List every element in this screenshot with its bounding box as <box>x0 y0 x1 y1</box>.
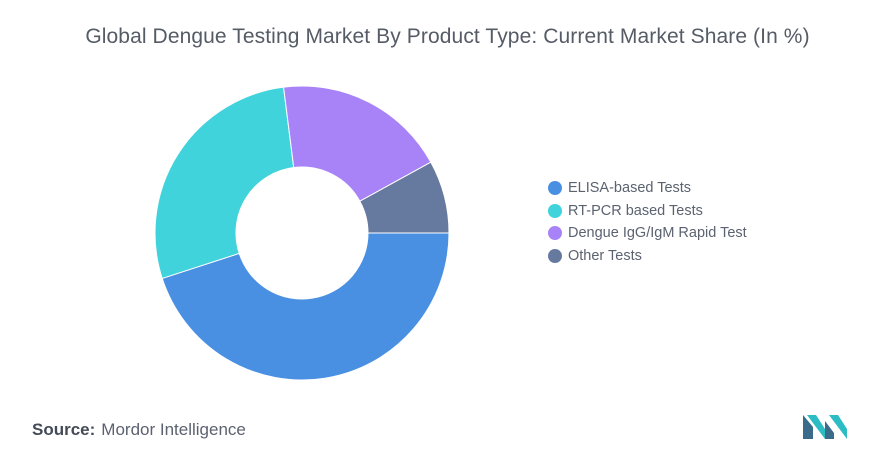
legend-swatch <box>548 203 562 218</box>
slice-rt-pcr-based-tests <box>154 86 295 280</box>
legend-swatch <box>548 248 562 263</box>
legend-item: RT-PCR based Tests <box>548 200 747 223</box>
legend-label: Other Tests <box>568 247 642 264</box>
source-note: Source: Mordor Intelligence <box>32 420 246 440</box>
source-label: Source: <box>32 420 96 439</box>
legend-label: ELISA-based Tests <box>568 180 692 197</box>
legend-item: ELISA-based Tests <box>548 177 747 200</box>
legend-label: RT-PCR based Tests <box>568 202 703 219</box>
slice-other-tests <box>359 161 450 234</box>
legend-swatch <box>548 181 562 196</box>
legend-label: Dengue IgG/IgM Rapid Test <box>568 225 747 242</box>
mordor-intelligence-logo-icon <box>803 415 847 439</box>
chart-title: Global Dengue Testing Market By Product … <box>85 25 810 48</box>
legend-swatch <box>548 226 562 241</box>
slice-elisa-based-tests <box>161 232 450 381</box>
source-value: Mordor Intelligence <box>101 420 246 439</box>
legend-item: Dengue IgG/IgM Rapid Test <box>548 222 747 245</box>
chart-legend: ELISA-based Tests RT-PCR based Tests Dengu… <box>548 177 747 267</box>
legend-item: Other Tests <box>548 245 747 268</box>
slice-dengue-igg-igm-rapid-test <box>283 85 432 202</box>
